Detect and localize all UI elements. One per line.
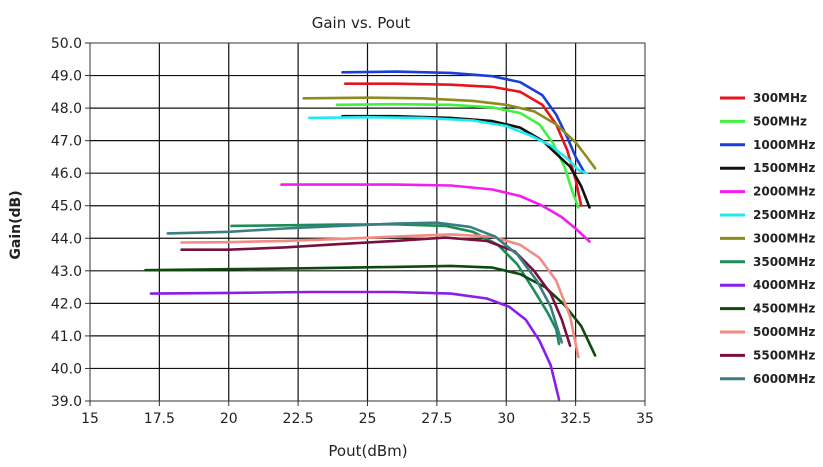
x-tick-label: 22.5	[283, 411, 314, 427]
legend: 300MHz 500MHz 1000MHz 1500MHz 2000MHz 2500MHz…	[720, 91, 815, 386]
legend-item: 6000MHz	[720, 372, 815, 386]
series-line-2500MHz	[307, 115, 588, 175]
x-tick-label: 20	[220, 411, 238, 427]
chart-title: Gain vs. Pout	[312, 14, 411, 32]
y-tick-label: 45.0	[51, 199, 82, 215]
legend-label: 3500MHz	[753, 255, 815, 269]
series-line-5500MHz	[180, 236, 572, 347]
legend-label: 3000MHz	[753, 231, 815, 245]
legend-label: 2000MHz	[753, 185, 815, 199]
legend-label: 500MHz	[753, 114, 807, 128]
series-line-4000MHz	[149, 290, 561, 401]
x-tick-label: 17.5	[144, 411, 175, 427]
y-tick-label: 46.0	[51, 166, 82, 182]
series-line-500MHz	[335, 102, 580, 209]
legend-item: 4000MHz	[720, 278, 815, 292]
x-axis-ticks: 15 17.5 20 22.5 25 27.5 30 32.5 35	[81, 401, 654, 427]
y-tick-label: 49.0	[51, 69, 82, 85]
series-line-6000MHz	[166, 221, 564, 344]
series-line-4500MHz	[144, 264, 597, 357]
y-tick-label: 44.0	[51, 231, 82, 247]
legend-label: 6000MHz	[753, 372, 815, 386]
legend-item: 1500MHz	[720, 161, 815, 175]
x-tick-label: 35	[636, 411, 654, 427]
x-tick-label: 15	[81, 411, 99, 427]
x-axis-label: Pout(dBm)	[328, 442, 407, 460]
legend-item: 2000MHz	[720, 185, 815, 199]
y-tick-label: 50.0	[51, 36, 82, 52]
y-tick-label: 39.0	[51, 394, 82, 410]
legend-label: 5000MHz	[753, 325, 815, 339]
legend-label: 1500MHz	[753, 161, 815, 175]
series-line-1000MHz	[341, 70, 586, 173]
legend-item: 4500MHz	[720, 302, 815, 316]
legend-item: 3500MHz	[720, 255, 815, 269]
legend-label: 300MHz	[753, 91, 807, 105]
y-tick-label: 42.0	[51, 296, 82, 312]
legend-label: 2500MHz	[753, 208, 815, 222]
series-line-300MHz	[344, 82, 583, 207]
legend-item: 2500MHz	[720, 208, 815, 222]
x-tick-label: 27.5	[421, 411, 452, 427]
x-tick-label: 25	[359, 411, 377, 427]
x-tick-label: 30	[497, 411, 515, 427]
series-line-1500MHz	[341, 114, 591, 209]
y-axis-ticks: 39.0 40.0 41.0 42.0 43.0 44.0 45.0 46.0 47.0 48.0…	[51, 36, 90, 410]
legend-label: 1000MHz	[753, 138, 815, 152]
y-tick-label: 47.0	[51, 134, 82, 150]
legend-label: 4500MHz	[753, 302, 815, 316]
y-axis-label: Gain(dB)	[8, 190, 24, 259]
x-tick-label: 32.5	[560, 411, 591, 427]
series-line-5000MHz	[180, 233, 580, 359]
legend-item: 300MHz	[720, 91, 807, 105]
legend-item: 3000MHz	[720, 231, 815, 245]
legend-label: 5500MHz	[753, 348, 815, 362]
series-line-3500MHz	[230, 223, 561, 346]
legend-item: 500MHz	[720, 114, 807, 128]
y-tick-label: 40.0	[51, 361, 82, 377]
legend-label: 4000MHz	[753, 278, 815, 292]
y-tick-label: 48.0	[51, 101, 82, 117]
legend-item: 1000MHz	[720, 138, 815, 152]
legend-item: 5000MHz	[720, 325, 815, 339]
legend-item: 5500MHz	[720, 348, 815, 362]
series-line-3000MHz	[302, 96, 597, 170]
y-tick-label: 41.0	[51, 329, 82, 345]
series-line-2000MHz	[280, 183, 591, 243]
y-tick-label: 43.0	[51, 264, 82, 280]
series-lines	[144, 70, 597, 401]
